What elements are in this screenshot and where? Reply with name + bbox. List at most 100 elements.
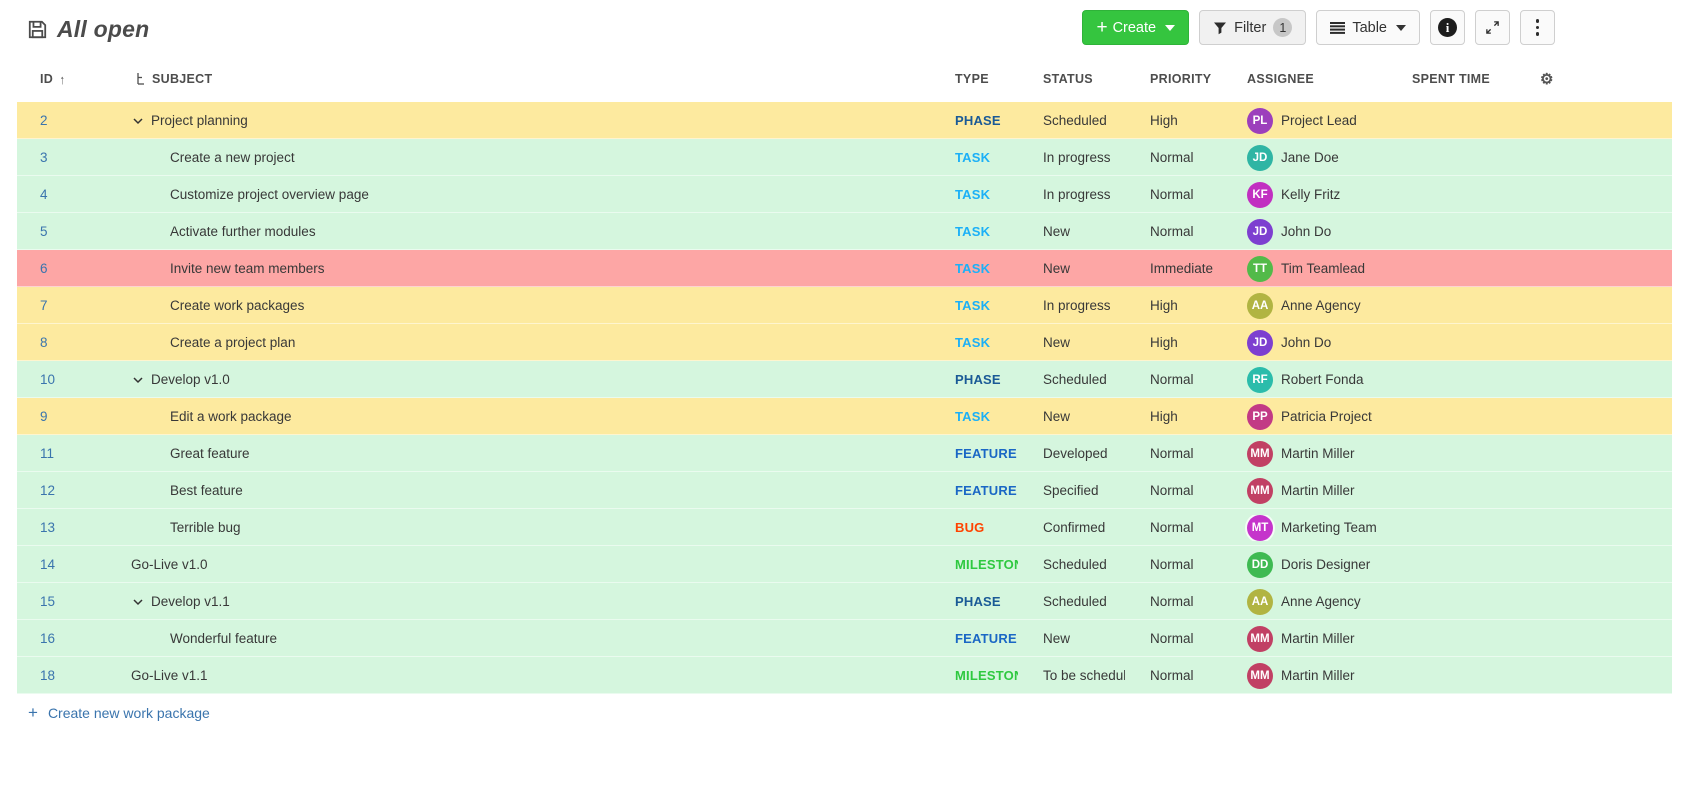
- create-new-work-package-label: Create new work package: [47, 704, 210, 721]
- work-packages-table: ID ↑ SUBJECT TYPE STATUS PRIORITY: [17, 56, 1672, 694]
- status-label: New: [1043, 631, 1071, 646]
- create-new-work-package-link[interactable]: + Create new work package: [28, 704, 210, 721]
- row-status-cell: Confirmed: [1018, 520, 1125, 535]
- table-row[interactable]: 16 Wonderful feature FEATURE New Normal …: [17, 620, 1672, 657]
- table-row[interactable]: 14 Go-Live v1.0 MILESTONE Scheduled Norm…: [17, 546, 1672, 583]
- work-package-id-link[interactable]: 6: [40, 261, 48, 276]
- table-row[interactable]: 18 Go-Live v1.1 MILESTONE To be schedule…: [17, 657, 1672, 694]
- row-subject-cell: Develop v1.0: [127, 372, 930, 387]
- filter-button[interactable]: Filter 1: [1199, 10, 1307, 45]
- work-package-id-link[interactable]: 18: [40, 668, 56, 683]
- work-package-subject[interactable]: Develop v1.0: [151, 372, 230, 387]
- priority-label: High: [1150, 409, 1178, 424]
- row-status-cell: New: [1018, 261, 1125, 276]
- row-subject-cell: Invite new team members: [127, 261, 930, 276]
- work-package-id-link[interactable]: 4: [40, 187, 48, 202]
- work-package-subject[interactable]: Terrible bug: [170, 520, 241, 535]
- collapse-chevron-icon[interactable]: [131, 596, 145, 608]
- table-row[interactable]: 6 Invite new team members TASK New Immed…: [17, 250, 1672, 287]
- status-label: Developed: [1043, 446, 1108, 461]
- column-header-status[interactable]: STATUS: [1043, 72, 1093, 86]
- table-row[interactable]: 13 Terrible bug BUG Confirmed Normal MT …: [17, 509, 1672, 546]
- row-assignee-cell: RF Robert Fonda: [1222, 366, 1387, 393]
- fullscreen-button[interactable]: [1475, 10, 1510, 45]
- column-header-spent-time[interactable]: SPENT TIME: [1412, 72, 1491, 86]
- status-label: Specified: [1043, 483, 1099, 498]
- table-row[interactable]: 8 Create a project plan TASK New High JD…: [17, 324, 1672, 361]
- work-package-id-link[interactable]: 8: [40, 335, 48, 350]
- row-assignee-cell: MM Martin Miller: [1222, 662, 1387, 689]
- avatar: KF: [1247, 181, 1273, 208]
- table-row[interactable]: 10 Develop v1.0 PHASE Scheduled Normal R…: [17, 361, 1672, 398]
- work-package-id-link[interactable]: 13: [40, 520, 56, 535]
- work-package-id-link[interactable]: 5: [40, 224, 48, 239]
- table-settings-button[interactable]: ⚙: [1522, 70, 1672, 88]
- table-row[interactable]: 5 Activate further modules TASK New Norm…: [17, 213, 1672, 250]
- more-options-button[interactable]: [1520, 10, 1555, 45]
- work-package-subject[interactable]: Wonderful feature: [170, 631, 278, 646]
- work-package-subject[interactable]: Go-Live v1.0: [131, 557, 208, 572]
- work-package-id-link[interactable]: 7: [40, 298, 48, 313]
- work-package-subject[interactable]: Project planning: [151, 113, 248, 128]
- work-package-id-link[interactable]: 10: [40, 372, 56, 387]
- collapse-chevron-icon[interactable]: [131, 374, 145, 386]
- work-package-id-link[interactable]: 3: [40, 150, 48, 165]
- work-package-subject[interactable]: Edit a work package: [170, 409, 292, 424]
- table-row[interactable]: 15 Develop v1.1 PHASE Scheduled Normal A…: [17, 583, 1672, 620]
- chevron-down-icon: [1165, 24, 1176, 31]
- work-package-subject[interactable]: Invite new team members: [170, 261, 325, 276]
- avatar: DD: [1247, 551, 1273, 578]
- table-row[interactable]: 4 Customize project overview page TASK I…: [17, 176, 1672, 213]
- type-label: TASK: [955, 298, 991, 313]
- work-package-id-link[interactable]: 9: [40, 409, 48, 424]
- work-package-subject[interactable]: Go-Live v1.1: [131, 668, 208, 683]
- gear-icon: ⚙: [1540, 71, 1554, 88]
- create-button[interactable]: + Create: [1082, 10, 1190, 45]
- work-package-subject[interactable]: Develop v1.1: [151, 594, 230, 609]
- column-header-assignee[interactable]: ASSIGNEE: [1247, 72, 1314, 86]
- avatar: JD: [1247, 329, 1273, 356]
- row-status-cell: New: [1018, 631, 1125, 646]
- status-label: Confirmed: [1043, 520, 1106, 535]
- work-package-id-link[interactable]: 14: [40, 557, 56, 572]
- row-type-cell: TASK: [930, 261, 1018, 276]
- work-package-id-link[interactable]: 11: [40, 446, 55, 461]
- work-package-id-link[interactable]: 12: [40, 483, 56, 498]
- work-package-subject[interactable]: Create a new project: [170, 150, 295, 165]
- table-row[interactable]: 3 Create a new project TASK In progress …: [17, 139, 1672, 176]
- row-type-cell: TASK: [930, 298, 1018, 313]
- table-row[interactable]: 11 Great feature FEATURE Developed Norma…: [17, 435, 1672, 472]
- work-package-subject[interactable]: Create a project plan: [170, 335, 296, 350]
- work-package-subject[interactable]: Customize project overview page: [170, 187, 369, 202]
- column-header-id[interactable]: ID ↑: [17, 72, 127, 87]
- info-button[interactable]: i: [1430, 10, 1465, 45]
- type-label: TASK: [955, 335, 991, 350]
- work-package-subject[interactable]: Activate further modules: [170, 224, 316, 239]
- info-icon: i: [1438, 18, 1457, 37]
- work-package-subject[interactable]: Create work packages: [170, 298, 305, 313]
- table-row[interactable]: 2 Project planning PHASE Scheduled High …: [17, 102, 1672, 139]
- row-subject-cell: Activate further modules: [127, 224, 930, 239]
- work-package-id-link[interactable]: 15: [40, 594, 56, 609]
- column-header-priority[interactable]: PRIORITY: [1150, 72, 1212, 86]
- collapse-chevron-icon[interactable]: [131, 115, 145, 127]
- work-package-subject[interactable]: Great feature: [170, 446, 250, 461]
- create-button-label: Create: [1112, 19, 1157, 36]
- view-mode-button[interactable]: Table: [1316, 10, 1420, 45]
- fullscreen-icon: [1485, 20, 1500, 35]
- table-row[interactable]: 9 Edit a work package TASK New High PP P…: [17, 398, 1672, 435]
- row-subject-cell: Go-Live v1.0: [127, 557, 930, 572]
- table-row[interactable]: 12 Best feature FEATURE Specified Normal…: [17, 472, 1672, 509]
- work-package-id-link[interactable]: 2: [40, 113, 48, 128]
- save-icon[interactable]: [28, 20, 47, 39]
- column-header-subject[interactable]: SUBJECT: [127, 72, 930, 86]
- work-package-id-link[interactable]: 16: [40, 631, 56, 646]
- work-package-subject[interactable]: Best feature: [170, 483, 243, 498]
- column-header-type[interactable]: TYPE: [955, 72, 989, 86]
- priority-label: Normal: [1150, 520, 1194, 535]
- table-row[interactable]: 7 Create work packages TASK In progress …: [17, 287, 1672, 324]
- row-type-cell: TASK: [930, 409, 1018, 424]
- avatar: MM: [1247, 662, 1273, 689]
- view-mode-label: Table: [1352, 19, 1387, 36]
- title-bar: All open + Create Filter 1: [0, 0, 1689, 56]
